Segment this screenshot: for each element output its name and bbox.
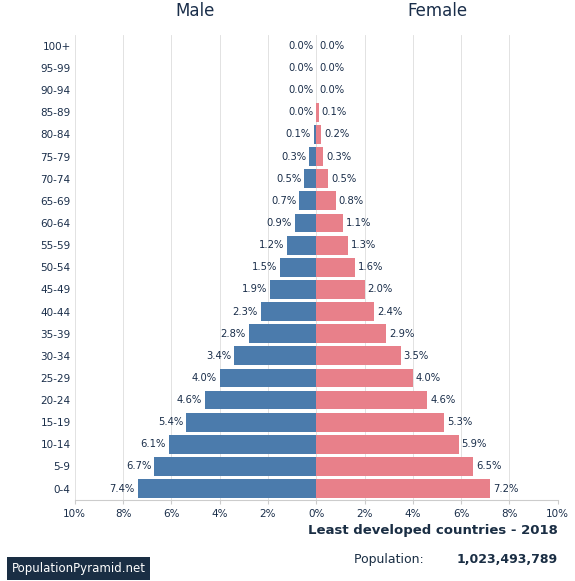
Bar	[137, 479, 316, 498]
Bar	[186, 413, 316, 432]
Text: 1,023,493,789: 1,023,493,789	[457, 554, 558, 566]
Text: Male: Male	[176, 2, 215, 20]
Text: 5.4%: 5.4%	[158, 417, 183, 427]
Text: 1.5%: 1.5%	[252, 262, 277, 272]
Bar	[234, 346, 316, 365]
Bar	[169, 435, 316, 454]
Bar	[316, 457, 473, 476]
Text: 0.1%: 0.1%	[286, 130, 311, 139]
Bar	[316, 169, 328, 188]
Text: 2.0%: 2.0%	[367, 284, 393, 295]
Text: 4.6%: 4.6%	[177, 395, 202, 405]
Text: 0.0%: 0.0%	[319, 85, 344, 95]
Text: 0.3%: 0.3%	[281, 152, 306, 162]
Bar	[260, 302, 316, 321]
Text: 2.3%: 2.3%	[232, 307, 258, 317]
Bar	[314, 125, 316, 144]
Text: 3.4%: 3.4%	[206, 351, 231, 361]
Text: 2.8%: 2.8%	[220, 329, 246, 339]
Text: 0.5%: 0.5%	[331, 174, 356, 184]
Bar	[316, 125, 321, 144]
Text: Population:: Population:	[354, 554, 427, 566]
Text: 1.3%: 1.3%	[351, 240, 376, 250]
Text: 0.0%: 0.0%	[288, 107, 313, 117]
Bar	[316, 346, 401, 365]
Text: 3.5%: 3.5%	[404, 351, 429, 361]
Text: 7.4%: 7.4%	[109, 483, 135, 494]
Bar	[316, 192, 336, 210]
Bar	[270, 280, 316, 299]
Text: 1.9%: 1.9%	[242, 284, 267, 295]
Text: 1.6%: 1.6%	[358, 262, 383, 272]
Text: 7.2%: 7.2%	[493, 483, 519, 494]
Text: 5.9%: 5.9%	[462, 439, 487, 449]
Bar	[205, 390, 316, 410]
Bar	[316, 413, 444, 432]
Text: 4.0%: 4.0%	[191, 373, 217, 383]
Text: 2.4%: 2.4%	[377, 307, 402, 317]
Bar	[304, 169, 316, 188]
Text: 0.0%: 0.0%	[319, 63, 344, 73]
Text: 0.2%: 0.2%	[324, 130, 349, 139]
Text: 0.7%: 0.7%	[271, 196, 297, 206]
Text: 6.7%: 6.7%	[126, 461, 152, 471]
Bar	[294, 214, 316, 232]
Text: 0.5%: 0.5%	[276, 174, 301, 184]
Text: 0.8%: 0.8%	[339, 196, 363, 206]
Text: Least developed countries - 2018: Least developed countries - 2018	[308, 525, 558, 537]
Bar	[248, 324, 316, 343]
Bar	[316, 390, 427, 410]
Bar	[316, 214, 343, 232]
Bar	[280, 258, 316, 277]
Bar	[288, 236, 316, 254]
Bar	[316, 147, 324, 166]
Text: 5.3%: 5.3%	[447, 417, 473, 427]
Bar	[309, 147, 316, 166]
Text: 6.5%: 6.5%	[476, 461, 501, 471]
Text: 1.1%: 1.1%	[346, 218, 371, 228]
Bar	[155, 457, 316, 476]
Text: 2.9%: 2.9%	[389, 329, 415, 339]
Text: 1.2%: 1.2%	[259, 240, 285, 250]
Text: 0.0%: 0.0%	[319, 41, 344, 51]
Text: Female: Female	[407, 2, 467, 20]
Text: 0.3%: 0.3%	[327, 152, 351, 162]
Bar	[316, 103, 319, 122]
Text: 4.6%: 4.6%	[430, 395, 455, 405]
Text: 0.0%: 0.0%	[288, 85, 313, 95]
Text: PopulationPyramid.net: PopulationPyramid.net	[12, 562, 145, 575]
Bar	[316, 280, 365, 299]
Bar	[316, 302, 374, 321]
Text: 0.9%: 0.9%	[266, 218, 292, 228]
Bar	[316, 479, 490, 498]
Text: 6.1%: 6.1%	[141, 439, 166, 449]
Text: 0.0%: 0.0%	[288, 63, 313, 73]
Bar	[316, 435, 459, 454]
Bar	[220, 368, 316, 388]
Bar	[316, 258, 355, 277]
Bar	[316, 236, 348, 254]
Text: 0.1%: 0.1%	[321, 107, 347, 117]
Bar	[316, 368, 413, 388]
Text: 4.0%: 4.0%	[416, 373, 441, 383]
Text: 0.0%: 0.0%	[288, 41, 313, 51]
Bar	[316, 324, 386, 343]
Bar	[300, 192, 316, 210]
